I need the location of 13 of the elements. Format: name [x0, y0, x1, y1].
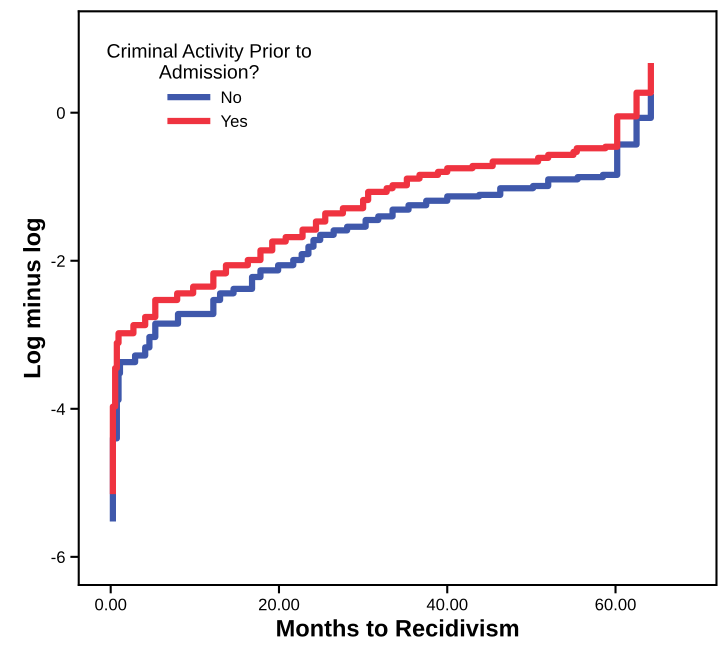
- x-tick-label: 60.00: [596, 598, 636, 610]
- x-tick-label: 0.00: [95, 598, 126, 610]
- legend-label: No: [222, 92, 242, 104]
- legend-title: Criminal Activity Prior to Admission?: [107, 44, 311, 79]
- legend-label: Yes: [220, 115, 248, 128]
- x-tick-label: 40.00: [426, 598, 468, 610]
- x-tick-label: 20.00: [258, 598, 300, 610]
- y-tick-label: 0: [56, 107, 65, 119]
- y-tick-label: -4: [51, 403, 66, 415]
- y-axis-title: Log minus log: [23, 219, 46, 378]
- y-tick-label: -6: [51, 551, 65, 564]
- x-axis-title: Months to Recidivism: [277, 619, 518, 637]
- y-tick-label: -2: [51, 255, 65, 267]
